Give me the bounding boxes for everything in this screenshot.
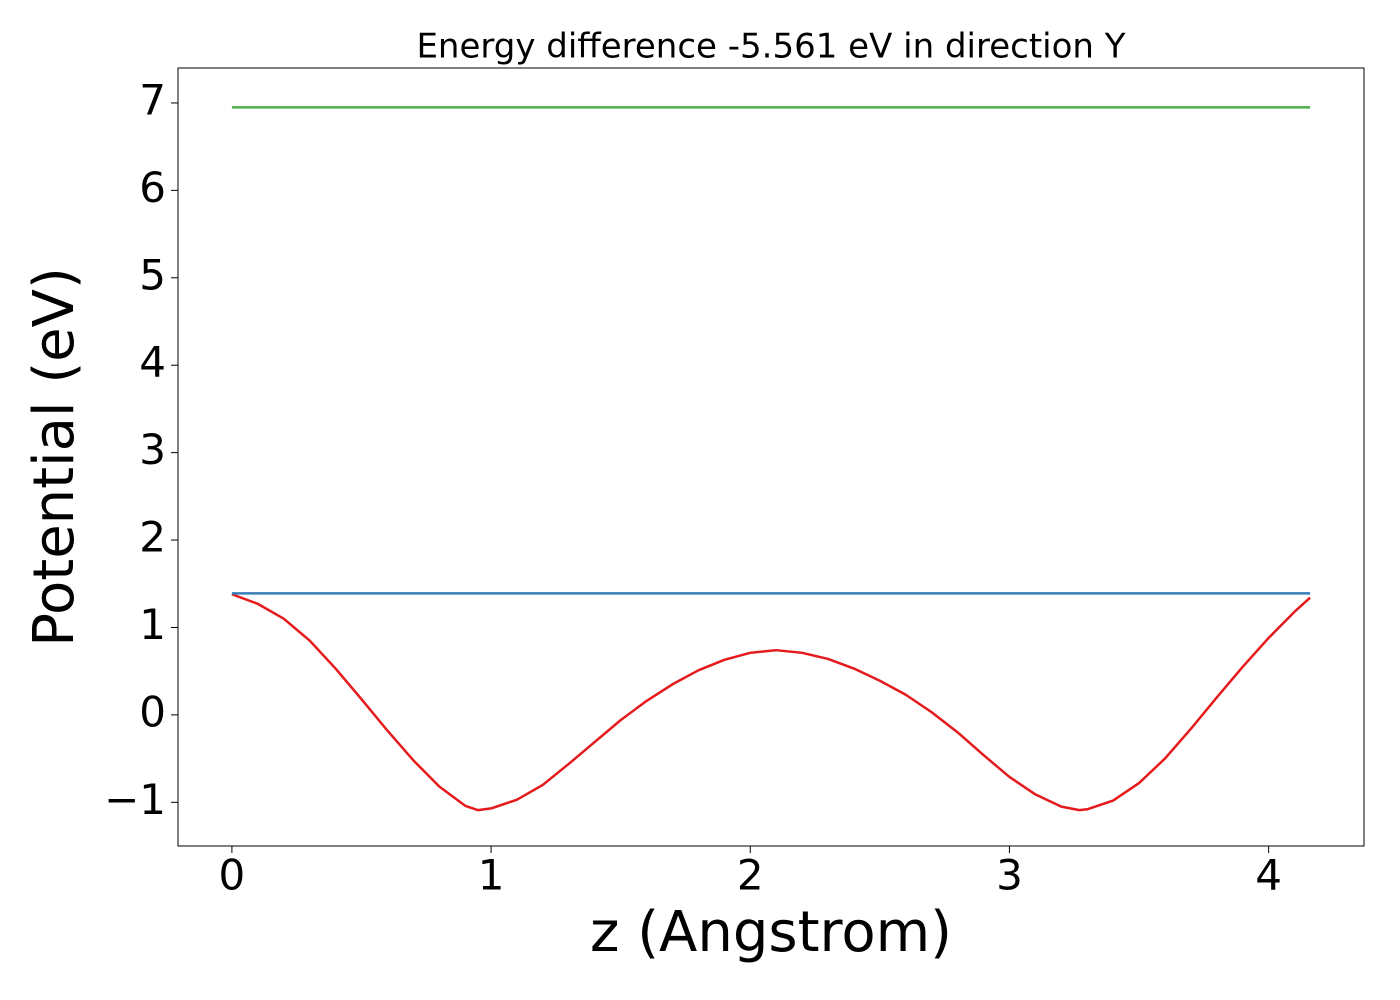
chart-title: Energy difference -5.561 eV in direction… xyxy=(416,27,1125,67)
x-tick-label: 4 xyxy=(1255,851,1282,900)
data-line xyxy=(231,593,1311,812)
y-tick-label: 2 xyxy=(139,513,166,562)
y-tick-label: 3 xyxy=(139,425,166,474)
x-axis-label: z (Angstrom) xyxy=(590,900,952,965)
y-tick-label: −1 xyxy=(104,775,166,824)
x-tick-label: 2 xyxy=(737,851,764,900)
x-tick-label: 3 xyxy=(996,851,1023,900)
y-tick-label: 6 xyxy=(139,163,166,212)
x-tick-label: 0 xyxy=(219,851,246,900)
plot-frame xyxy=(177,67,1365,847)
y-tick-label: 1 xyxy=(139,600,166,649)
y-tick-label: 5 xyxy=(139,250,166,299)
y-tick-label: 0 xyxy=(139,687,166,736)
x-tick-label: 1 xyxy=(478,851,505,900)
y-tick-label: 7 xyxy=(139,75,166,124)
y-tick-label: 4 xyxy=(139,338,166,387)
y-axis-label: Potential (eV) xyxy=(22,267,87,647)
